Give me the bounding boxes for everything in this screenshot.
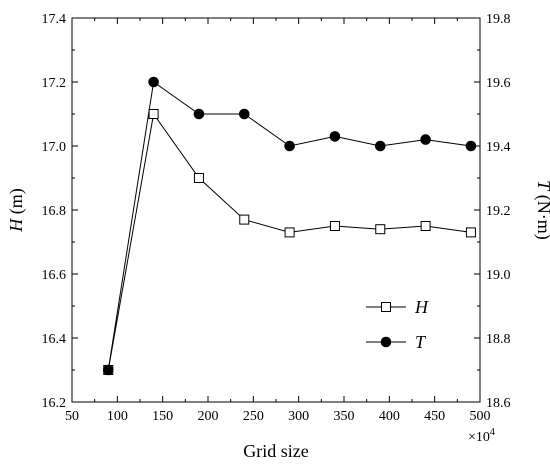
x-tick-label: 450 xyxy=(424,409,445,424)
legend: HT xyxy=(366,297,429,352)
data-point-h xyxy=(375,224,386,235)
x-tick-label: 350 xyxy=(334,409,355,424)
x-tick-label: 300 xyxy=(288,409,309,424)
x-axis-multiplier-exponent: 4 xyxy=(490,427,495,438)
left-axis-symbol: H xyxy=(6,218,26,233)
left-y-tick-label: 17.4 xyxy=(42,12,67,27)
data-point-h xyxy=(465,227,476,238)
left-axis-unit: (m) xyxy=(6,188,27,219)
legend-marker-t xyxy=(380,336,392,348)
data-point-h xyxy=(239,214,250,225)
x-tick-label: 500 xyxy=(470,409,491,424)
right-y-tick-label: 19.8 xyxy=(486,12,511,27)
series-markers-t xyxy=(102,76,477,376)
data-point-t xyxy=(420,134,431,145)
data-point-t xyxy=(193,108,205,120)
left-y-tick-label: 16.8 xyxy=(42,204,67,219)
right-y-tick-label: 19.6 xyxy=(486,76,511,91)
x-tick-label: 50 xyxy=(65,409,79,424)
x-axis-title: Grid size xyxy=(243,441,308,461)
data-point-t xyxy=(284,140,295,152)
right-y-tick-label: 19.0 xyxy=(486,268,511,283)
legend-marker-h xyxy=(381,302,391,312)
right-y-tick-label: 19.2 xyxy=(486,204,511,219)
x-axis-multiplier: ×104 xyxy=(468,427,495,445)
series-layer xyxy=(102,76,477,376)
series-t xyxy=(107,81,471,371)
left-axis-title: H (m) xyxy=(6,188,27,233)
data-point-h xyxy=(420,221,431,231)
data-point-t xyxy=(148,76,159,88)
left-y-tick-label: 16.2 xyxy=(42,396,67,411)
right-y-tick-label: 18.6 xyxy=(486,396,511,411)
data-point-t xyxy=(102,364,114,376)
left-y-tick-label: 17.2 xyxy=(42,76,67,91)
data-point-t xyxy=(238,108,250,120)
data-point-h xyxy=(329,221,340,231)
left-y-tick-label: 16.6 xyxy=(42,268,67,283)
x-tick-label: 250 xyxy=(243,409,264,424)
data-point-h xyxy=(193,173,204,183)
right-y-tick-label: 19.4 xyxy=(486,140,511,155)
series-markers-h xyxy=(103,109,476,375)
right-axis-title: T (N·m) xyxy=(533,180,550,240)
axes-layer: 50 100 150 200 250 300 350 400 450 500 16.2 16.4 16.… xyxy=(42,12,511,424)
right-axis-unit: (N·m) xyxy=(533,190,550,239)
right-axis-symbol: T xyxy=(534,180,550,192)
left-y-tick-label: 17.0 xyxy=(42,140,67,155)
x-axis-multiplier-base: ×10 xyxy=(468,430,490,445)
legend-label-h: H xyxy=(414,297,429,317)
x-tick-label: 400 xyxy=(379,409,400,424)
right-y-tick-label: 18.8 xyxy=(486,332,511,347)
x-tick-label: 200 xyxy=(198,409,219,424)
data-point-h xyxy=(284,227,295,238)
x-tick-label: 150 xyxy=(152,409,173,424)
data-point-t xyxy=(374,140,386,152)
series-line-t xyxy=(107,81,471,371)
left-y-tick-label: 16.4 xyxy=(42,332,67,347)
data-point-t xyxy=(465,140,477,152)
legend-label-t: T xyxy=(415,332,427,352)
data-point-t xyxy=(329,131,341,142)
x-tick-label: 100 xyxy=(107,409,128,424)
data-point-h xyxy=(148,109,159,119)
